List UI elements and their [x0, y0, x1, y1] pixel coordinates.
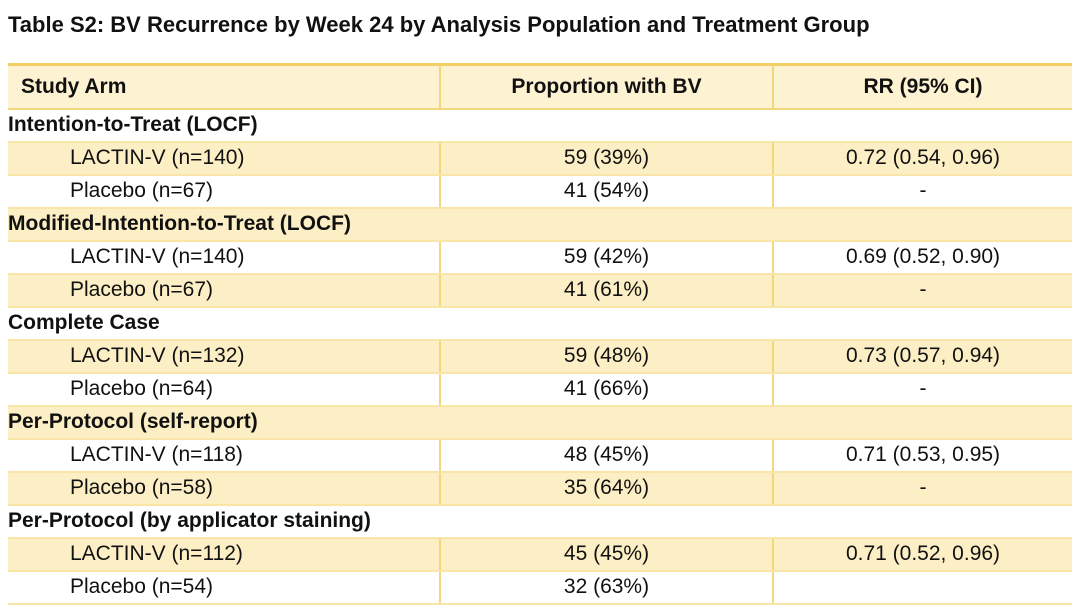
cell-rr: 0.71 (0.52, 0.96) — [772, 537, 1072, 572]
cell-proportion: 59 (39%) — [439, 141, 773, 176]
section-label: Complete Case — [8, 306, 1072, 341]
cell-rr: 0.73 (0.57, 0.94) — [772, 339, 1072, 374]
bv-recurrence-table: Study Arm Proportion with BV RR (95% CI)… — [8, 63, 1072, 605]
cell-proportion: 41 (61%) — [439, 273, 773, 308]
cell-study-arm: Placebo (n=67) — [8, 273, 440, 308]
cell-study-arm: LACTIN-V (n=132) — [8, 339, 440, 374]
table-row: LACTIN-V (n=118) 48 (45%) 0.71 (0.53, 0.… — [8, 438, 1072, 473]
cell-rr: 0.69 (0.52, 0.90) — [772, 240, 1072, 275]
section-row-mitt: Modified-Intention-to-Treat (LOCF) — [8, 207, 1072, 242]
cell-proportion: 35 (64%) — [439, 471, 773, 506]
col-header-proportion: Proportion with BV — [439, 63, 773, 110]
cell-proportion: 48 (45%) — [439, 438, 773, 473]
cell-rr: - — [772, 273, 1072, 308]
section-label: Per-Protocol (by applicator staining) — [8, 504, 1072, 539]
section-row-pp-self-report: Per-Protocol (self-report) — [8, 405, 1072, 440]
cell-proportion: 59 (42%) — [439, 240, 773, 275]
col-header-study-arm: Study Arm — [8, 63, 440, 110]
table-row: Placebo (n=54) 32 (63%) — [8, 570, 1072, 605]
cell-rr: - — [772, 471, 1072, 506]
cell-study-arm: Placebo (n=58) — [8, 471, 440, 506]
section-row-pp-applicator: Per-Protocol (by applicator staining) — [8, 504, 1072, 539]
cell-study-arm: Placebo (n=64) — [8, 372, 440, 407]
section-row-itt: Intention-to-Treat (LOCF) — [8, 108, 1072, 143]
table-row: Placebo (n=67) 41 (54%) - — [8, 174, 1072, 209]
table-row: LACTIN-V (n=140) 59 (42%) 0.69 (0.52, 0.… — [8, 240, 1072, 275]
cell-study-arm: LACTIN-V (n=140) — [8, 240, 440, 275]
section-row-complete-case: Complete Case — [8, 306, 1072, 341]
cell-proportion: 32 (63%) — [439, 570, 773, 605]
cell-rr: - — [772, 372, 1072, 407]
table-row: LACTIN-V (n=132) 59 (48%) 0.73 (0.57, 0.… — [8, 339, 1072, 374]
cell-study-arm: LACTIN-V (n=118) — [8, 438, 440, 473]
table-row: LACTIN-V (n=112) 45 (45%) 0.71 (0.52, 0.… — [8, 537, 1072, 572]
header-row: Study Arm Proportion with BV RR (95% CI) — [8, 63, 1072, 110]
cell-rr: - — [772, 174, 1072, 209]
table-row: Placebo (n=64) 41 (66%) - — [8, 372, 1072, 407]
table-row: Placebo (n=67) 41 (61%) - — [8, 273, 1072, 308]
col-header-rr: RR (95% CI) — [772, 63, 1072, 110]
table-row: Placebo (n=58) 35 (64%) - — [8, 471, 1072, 506]
section-label: Modified-Intention-to-Treat (LOCF) — [8, 207, 1072, 242]
cell-proportion: 45 (45%) — [439, 537, 773, 572]
page-title: Table S2: BV Recurrence by Week 24 by An… — [8, 12, 870, 37]
cell-proportion: 41 (54%) — [439, 174, 773, 209]
cell-study-arm: Placebo (n=67) — [8, 174, 440, 209]
table-row: LACTIN-V (n=140) 59 (39%) 0.72 (0.54, 0.… — [8, 141, 1072, 176]
cell-rr: 0.72 (0.54, 0.96) — [772, 141, 1072, 176]
cell-proportion: 41 (66%) — [439, 372, 773, 407]
cell-study-arm: LACTIN-V (n=140) — [8, 141, 440, 176]
section-label: Per-Protocol (self-report) — [8, 405, 1072, 440]
cell-rr: 0.71 (0.53, 0.95) — [772, 438, 1072, 473]
cell-proportion: 59 (48%) — [439, 339, 773, 374]
cell-study-arm: Placebo (n=54) — [8, 570, 440, 605]
cell-rr — [772, 570, 1072, 605]
cell-study-arm: LACTIN-V (n=112) — [8, 537, 440, 572]
section-label: Intention-to-Treat (LOCF) — [8, 108, 1072, 143]
